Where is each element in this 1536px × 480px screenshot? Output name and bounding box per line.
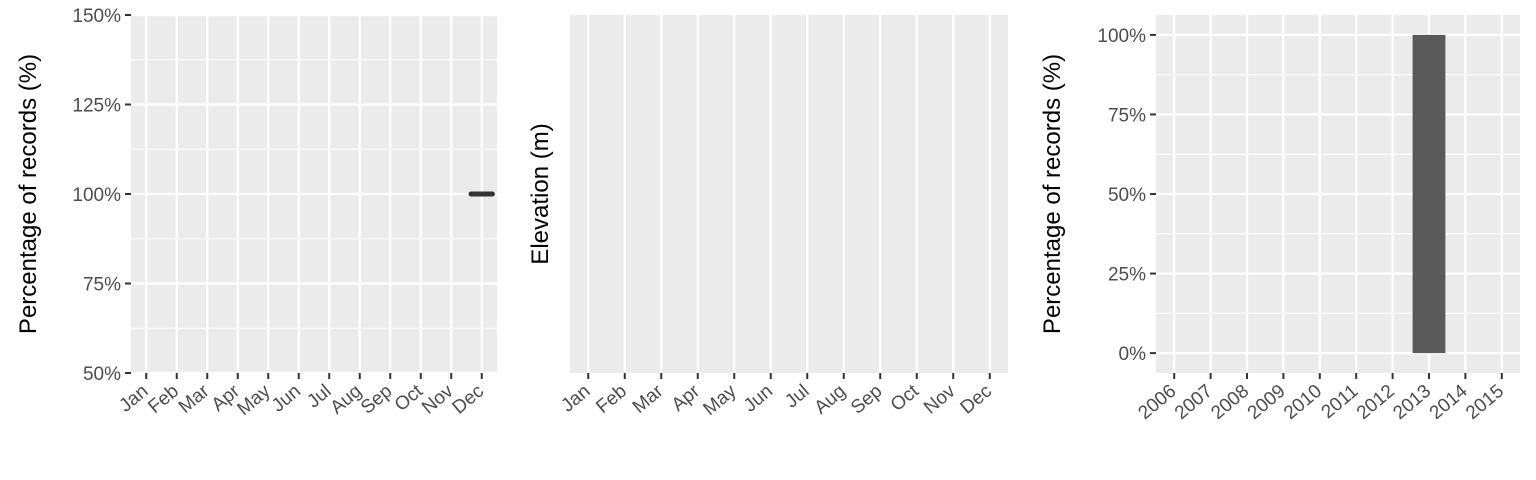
chart-panel-3: 0%25%50%75%100%2006200720082009201020112… <box>1039 15 1520 424</box>
x-tick-label: 2009 <box>1244 381 1290 424</box>
y-tick-label: 25% <box>1108 265 1146 286</box>
x-tick-label: 2014 <box>1426 380 1472 424</box>
x-tick-label: Dec <box>449 381 488 419</box>
y-tick-label: 75% <box>1108 105 1146 126</box>
y-tick-label: 50% <box>83 364 121 385</box>
y-tick-label: 125% <box>72 96 121 117</box>
chart-panel-1: 50%75%100%125%150%JanFebMarAprMayJunJulA… <box>15 6 497 420</box>
x-tick-label: Nov <box>920 380 960 418</box>
x-tick-label: Mar <box>629 380 668 418</box>
x-tick-label: Jul <box>781 381 813 413</box>
x-tick-label: Sep <box>847 381 886 419</box>
x-tick-label: 2006 <box>1135 381 1181 424</box>
x-tick-label: 2008 <box>1207 381 1253 424</box>
x-tick-label: 2011 <box>1318 381 1363 423</box>
x-tick-label: Feb <box>592 381 631 418</box>
x-tick-label: Jan <box>557 381 594 417</box>
y-axis-title: Percentage of records (%) <box>1039 54 1066 334</box>
y-axis-title: Elevation (m) <box>527 123 554 264</box>
x-tick-label: Jun <box>268 381 305 417</box>
x-tick-label: Aug <box>811 381 850 419</box>
panel-background <box>570 15 1008 373</box>
x-tick-label: 2015 <box>1462 381 1508 424</box>
x-tick-label: May <box>699 380 740 419</box>
x-tick-label: Dec <box>957 381 996 419</box>
y-tick-label: 150% <box>72 6 121 27</box>
x-tick-label: 2010 <box>1280 381 1326 424</box>
x-tick-label: 2013 <box>1389 381 1435 424</box>
bar-2013 <box>1412 34 1446 354</box>
y-tick-label: 0% <box>1119 344 1147 365</box>
x-tick-label: 2012 <box>1353 381 1399 424</box>
x-tick-label: Apr <box>668 380 705 416</box>
y-tick-label: 100% <box>1097 26 1146 47</box>
x-tick-label: Jun <box>740 381 777 417</box>
y-tick-label: 75% <box>83 275 121 296</box>
y-tick-label: 100% <box>72 185 121 206</box>
x-tick-label: Oct <box>887 380 924 416</box>
x-tick-label: 2007 <box>1171 381 1217 424</box>
y-axis-title: Percentage of records (%) <box>15 54 42 334</box>
y-tick-label: 50% <box>1108 185 1146 206</box>
